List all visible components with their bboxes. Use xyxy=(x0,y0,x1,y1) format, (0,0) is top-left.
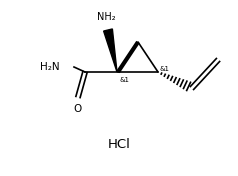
Text: H₂N: H₂N xyxy=(40,62,60,72)
Text: HCl: HCl xyxy=(108,139,130,152)
Text: &1: &1 xyxy=(160,66,170,72)
Text: NH₂: NH₂ xyxy=(97,12,115,22)
Text: &1: &1 xyxy=(120,77,130,83)
Polygon shape xyxy=(104,29,117,72)
Text: O: O xyxy=(73,104,81,114)
